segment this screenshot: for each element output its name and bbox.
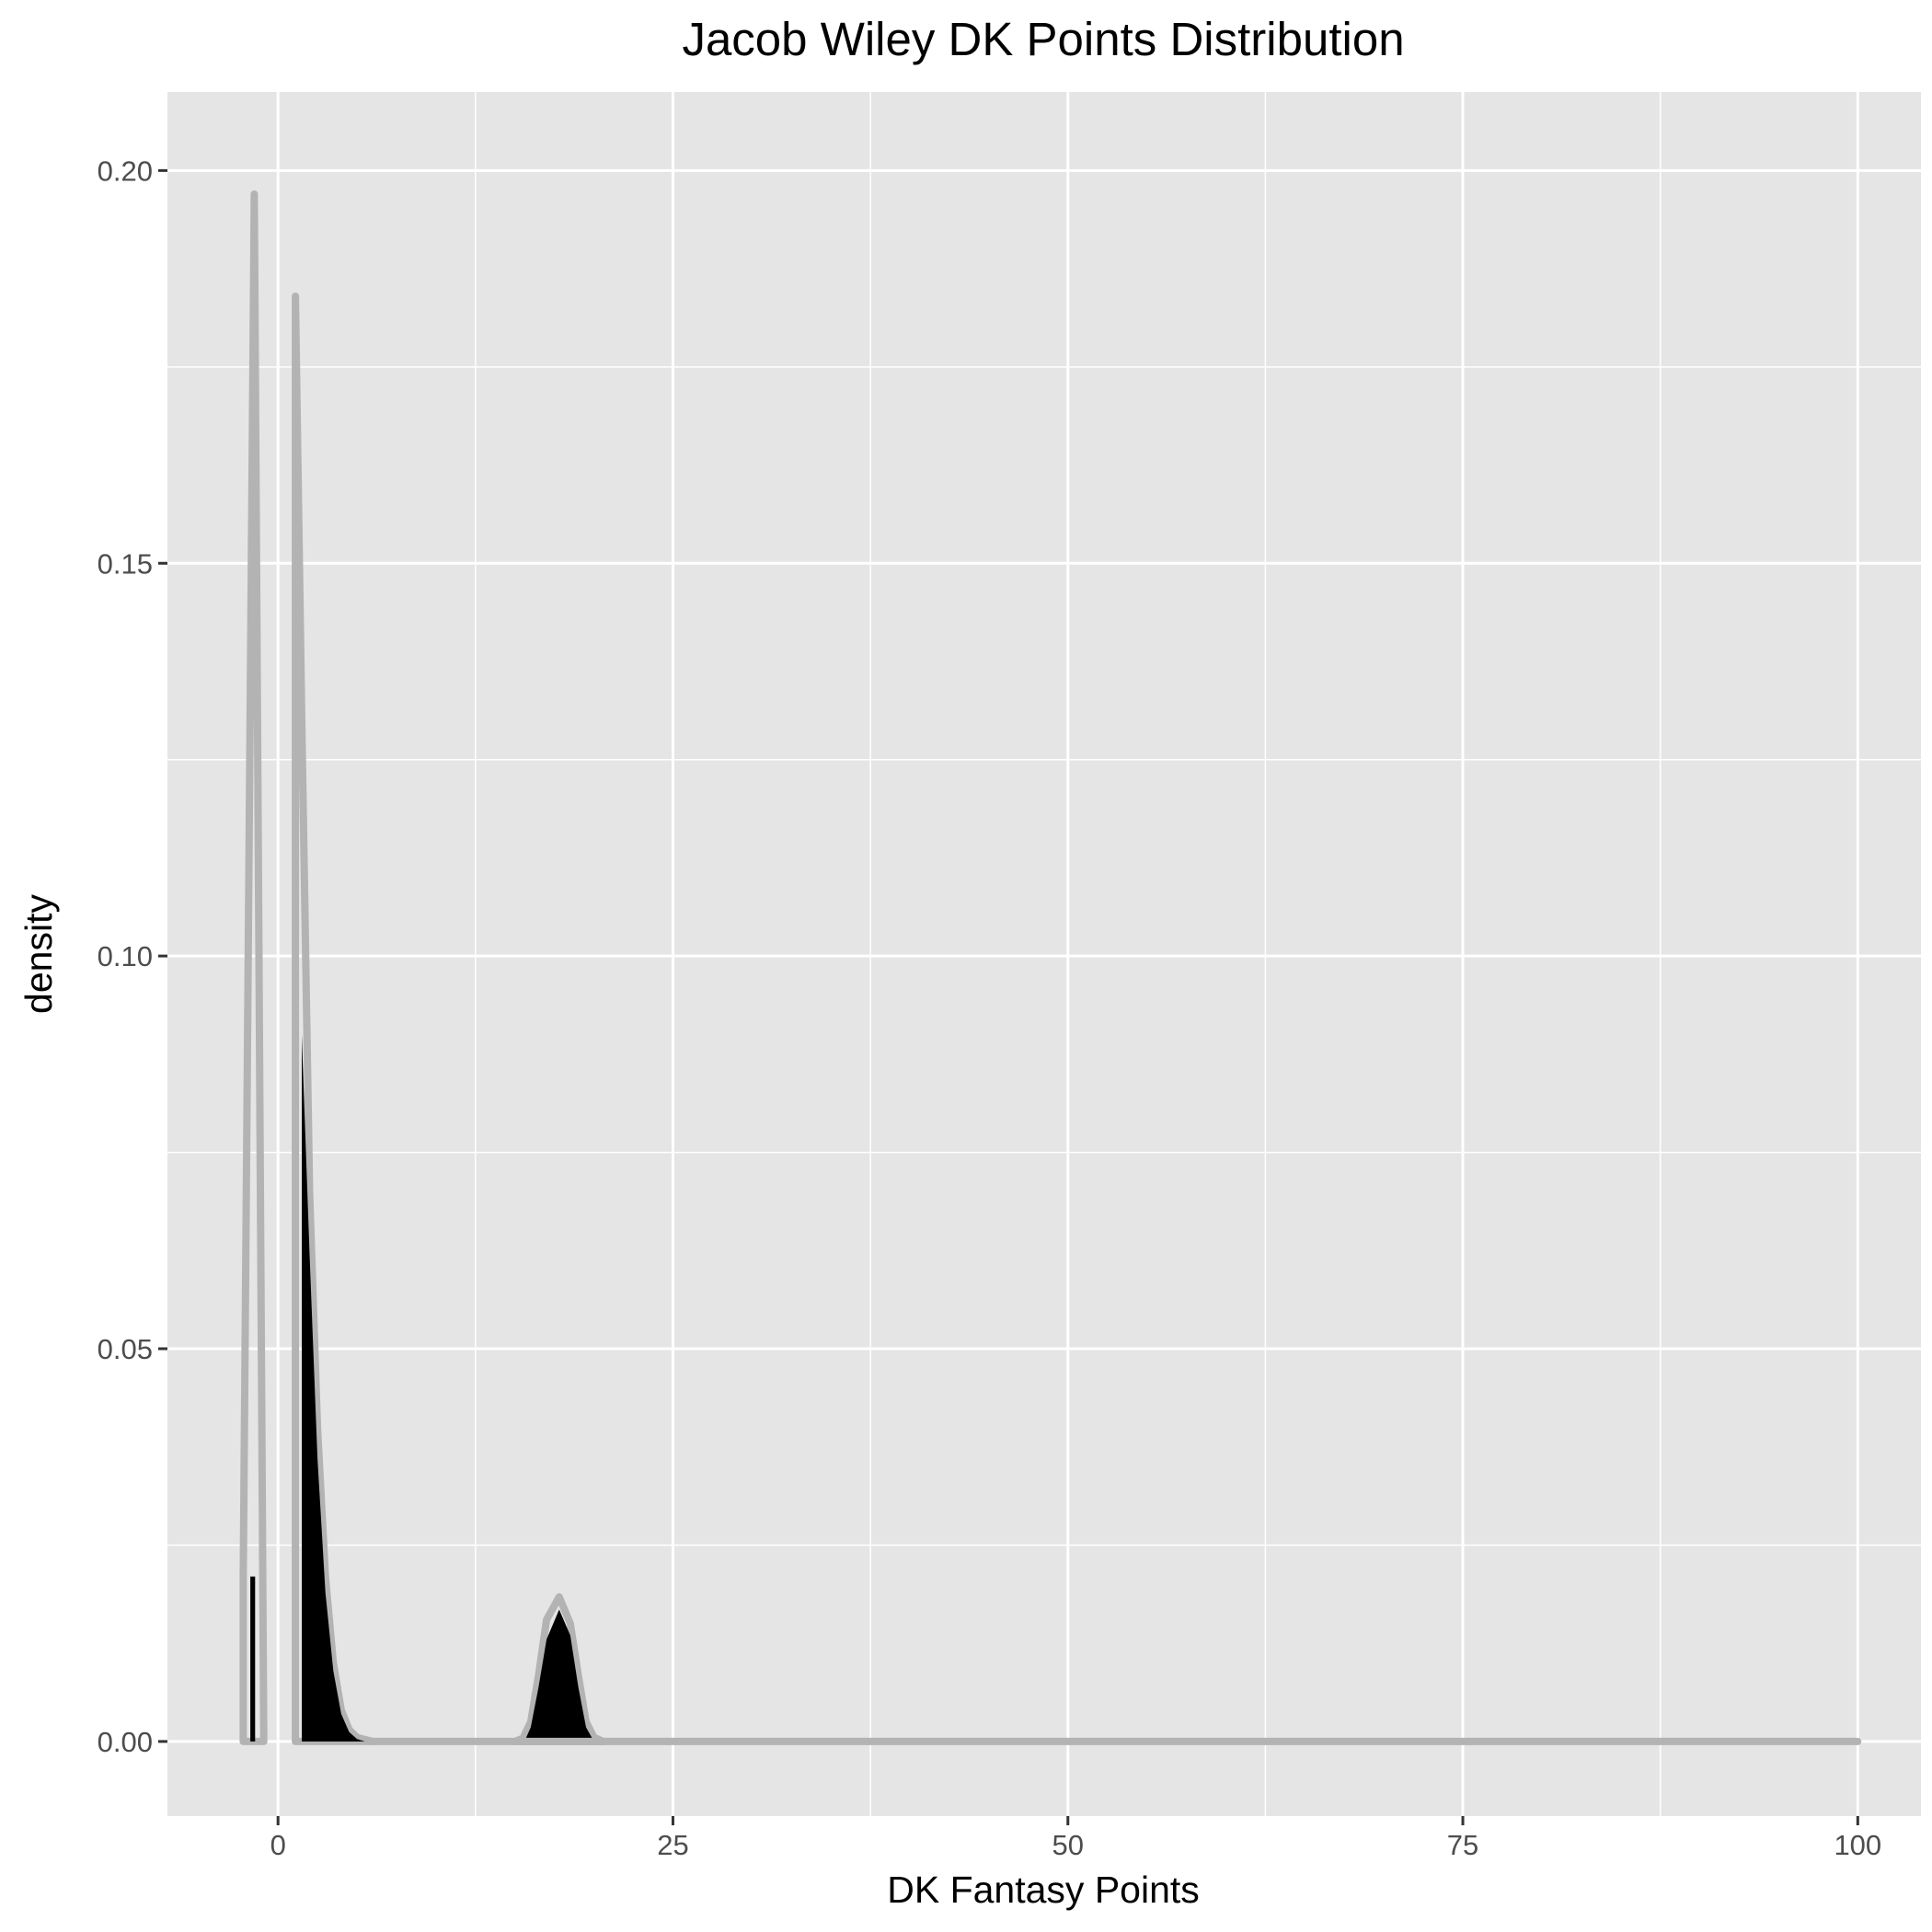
density-outline-0 xyxy=(239,190,268,1745)
x-axis-title: DK Fantasy Points xyxy=(887,1869,1200,1911)
y-axis-title: density xyxy=(17,894,60,1014)
chart-title: Jacob Wiley DK Points Distribution xyxy=(682,13,1404,65)
y-tick-label-0: 0.00 xyxy=(98,1726,153,1758)
x-tick-label-0: 0 xyxy=(270,1829,286,1861)
x-tick-label-3: 75 xyxy=(1447,1829,1478,1861)
density-fill-0 xyxy=(250,1576,256,1742)
density-fill-1 xyxy=(302,1034,365,1742)
y-tick-label-1: 0.05 xyxy=(98,1333,153,1365)
y-axis: 0.00 0.05 0.10 0.15 0.20 xyxy=(98,155,167,1758)
density-fill-2 xyxy=(524,1609,594,1742)
minor-gridlines xyxy=(167,92,1921,1816)
y-tick-label-4: 0.20 xyxy=(98,155,153,187)
x-tick-label-1: 25 xyxy=(657,1829,688,1861)
density-curves xyxy=(239,190,1862,1745)
x-tick-label-4: 100 xyxy=(1834,1829,1881,1861)
y-tick-label-2: 0.10 xyxy=(98,940,153,972)
y-tick-label-3: 0.15 xyxy=(98,547,153,580)
x-axis: 0 25 50 75 100 xyxy=(270,1816,1881,1861)
plot-panel xyxy=(167,92,1921,1816)
x-tick-label-2: 50 xyxy=(1052,1829,1084,1861)
density-outline-1 xyxy=(292,293,377,1745)
